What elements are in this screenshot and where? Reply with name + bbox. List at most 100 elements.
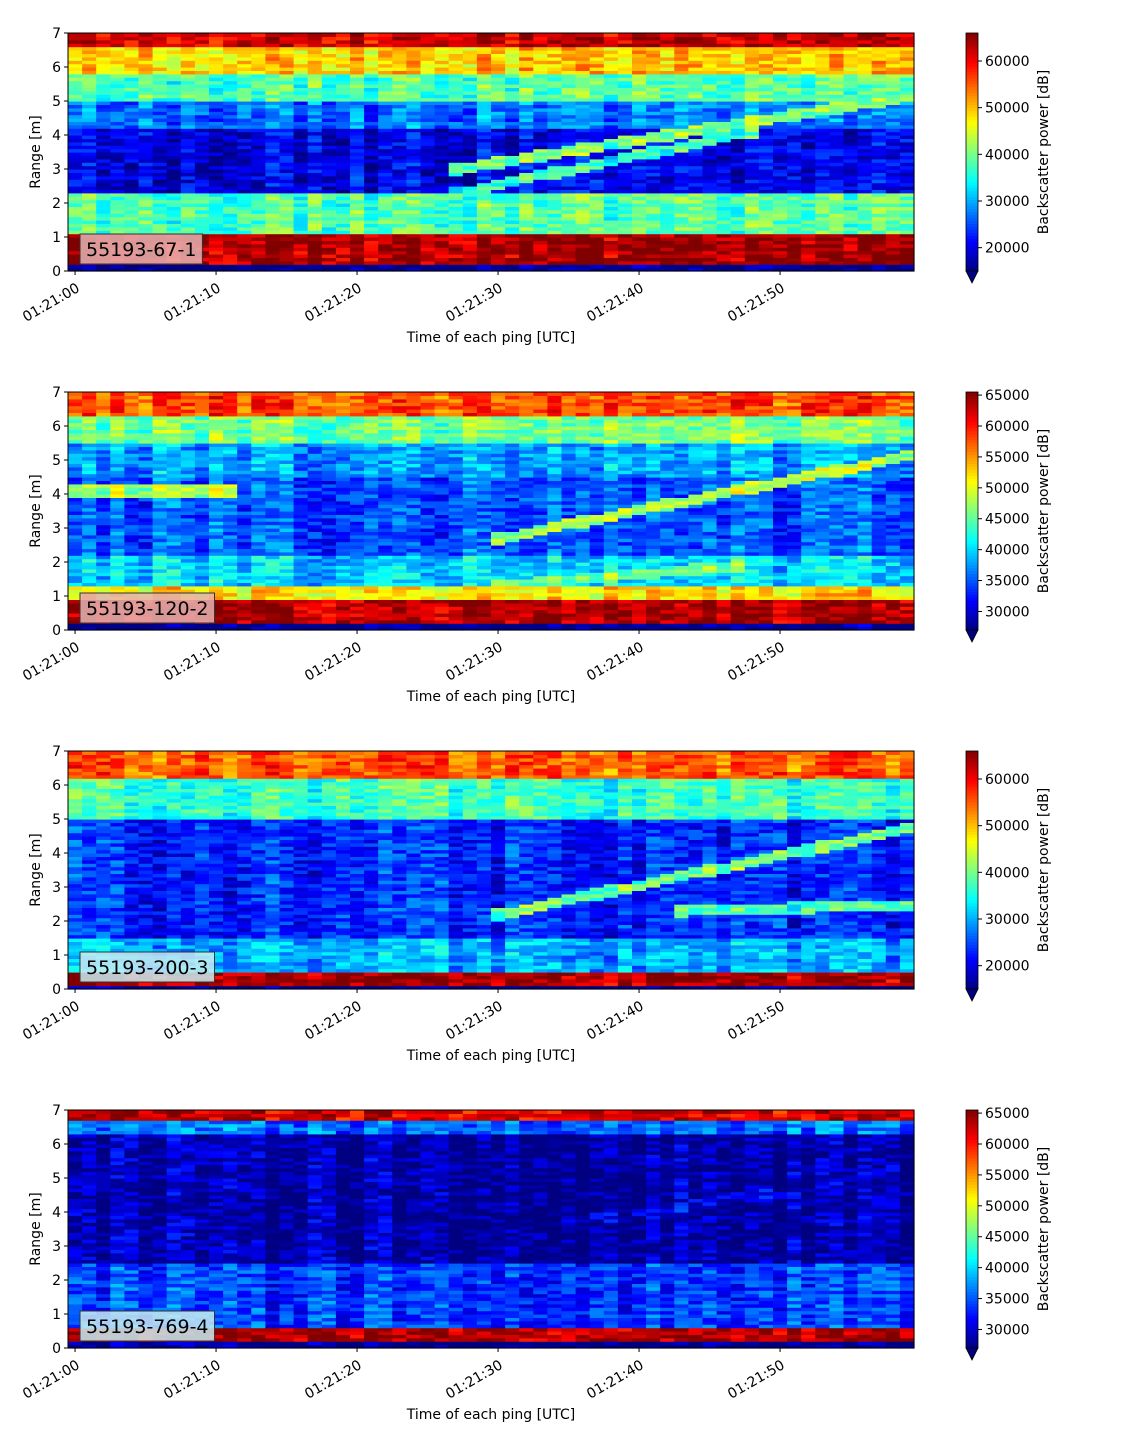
heatmap-cell (688, 152, 704, 156)
heatmap-cell (702, 53, 718, 58)
heatmap-cell (180, 230, 196, 235)
heatmap-cell (96, 500, 111, 505)
heatmap-cell (434, 145, 450, 150)
heatmap-cell (632, 90, 647, 95)
heatmap-cell (166, 60, 182, 65)
heatmap-cell (335, 264, 351, 269)
heatmap-cell (152, 500, 168, 505)
heatmap-cell (293, 179, 309, 184)
heatmap-cell (660, 162, 675, 167)
heatmap-cell (843, 94, 859, 99)
heatmap-cell (378, 220, 393, 224)
colorbar-segment (966, 140, 978, 144)
heatmap-cell (829, 77, 845, 82)
heatmap-cell (857, 60, 873, 65)
heatmap-cell (321, 209, 337, 214)
heatmap-cell (364, 118, 379, 122)
heatmap-cell (110, 87, 125, 92)
heatmap-cell (617, 209, 633, 214)
heatmap-cell (829, 111, 845, 116)
heatmap-cell (561, 223, 577, 228)
heatmap-cell (857, 203, 873, 207)
heatmap-cell (152, 53, 168, 58)
heatmap-cell (561, 254, 577, 258)
heatmap-cell (110, 436, 125, 441)
heatmap-cell (561, 80, 577, 85)
heatmap-cell (547, 186, 563, 190)
heatmap-cell (674, 162, 689, 167)
heatmap-cell (68, 148, 83, 153)
heatmap-cell (110, 118, 125, 122)
heatmap-cell (632, 135, 647, 139)
heatmap-cell (110, 179, 125, 184)
heatmap-cell (561, 179, 577, 184)
heatmap-cell (857, 233, 873, 238)
heatmap-cell (434, 233, 450, 238)
heatmap-cell (82, 432, 97, 437)
heatmap-cell (237, 67, 252, 71)
heatmap-cell (533, 158, 548, 163)
heatmap-cell (350, 36, 365, 41)
heatmap-cell (82, 575, 97, 580)
heatmap-cell (293, 264, 309, 269)
heatmap-cell (279, 60, 295, 65)
heatmap-cell (843, 220, 859, 224)
heatmap-cell (279, 46, 295, 51)
heatmap-cell (96, 189, 111, 194)
heatmap-cell (321, 101, 337, 105)
heatmap-cell (166, 582, 182, 587)
heatmap-cell (138, 575, 154, 580)
heatmap-cell (68, 56, 83, 61)
heatmap-cell (406, 36, 422, 41)
heatmap-cell (152, 575, 168, 580)
heatmap-cell (491, 223, 506, 228)
heatmap-cell (646, 87, 661, 92)
heatmap-cell (575, 39, 591, 44)
heatmap-cell (96, 426, 111, 430)
heatmap-cell (885, 80, 901, 85)
heatmap-cell (871, 33, 887, 37)
heatmap-cell (138, 264, 154, 269)
heatmap-cell (758, 148, 774, 153)
heatmap-cell (899, 162, 915, 167)
heatmap-cell (166, 398, 182, 403)
heatmap-cell (688, 43, 704, 48)
heatmap-cell (138, 53, 154, 58)
heatmap-cell (96, 446, 111, 451)
heatmap-cell (899, 67, 915, 71)
heatmap-cell (180, 623, 196, 628)
heatmap-cell (180, 575, 196, 580)
heatmap-cell (180, 487, 196, 492)
heatmap-cell (758, 237, 774, 241)
heatmap-cell (68, 541, 83, 546)
heatmap-cell (251, 118, 266, 122)
heatmap-cell (688, 165, 704, 170)
heatmap-cell (533, 124, 548, 129)
heatmap-cell (279, 203, 295, 207)
heatmap-cell (519, 141, 534, 146)
heatmap-cell (547, 84, 563, 88)
heatmap-cell (716, 70, 732, 75)
heatmap-cell (857, 182, 873, 187)
heatmap-cell (491, 56, 506, 61)
heatmap-cell (364, 141, 379, 146)
heatmap-cell (434, 209, 450, 214)
heatmap-cell (237, 50, 252, 54)
heatmap-cell (758, 138, 774, 143)
heatmap-cell (166, 121, 182, 126)
heatmap-cell (787, 114, 802, 119)
heatmap-cell (871, 145, 887, 150)
heatmap-cell (646, 50, 661, 54)
heatmap-cell (82, 60, 97, 65)
heatmap-cell (124, 87, 140, 92)
colorbar-segment (966, 149, 978, 153)
heatmap-cell (392, 223, 407, 228)
heatmap-cell (885, 243, 901, 248)
heatmap-cell (674, 50, 689, 54)
heatmap-cell (110, 73, 125, 78)
heatmap-cell (68, 415, 83, 420)
heatmap-cell (166, 135, 182, 139)
heatmap-cell (857, 107, 873, 112)
heatmap-cell (505, 50, 520, 54)
heatmap-cell (96, 558, 111, 563)
